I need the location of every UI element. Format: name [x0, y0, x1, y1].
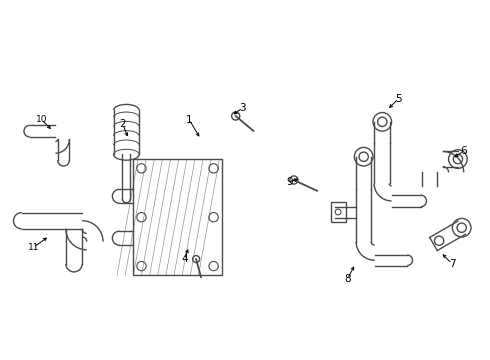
Text: 10: 10	[36, 115, 47, 124]
Text: 4: 4	[181, 254, 188, 264]
Text: 5: 5	[395, 94, 402, 104]
Text: 8: 8	[344, 274, 351, 284]
Text: 1: 1	[186, 114, 193, 125]
Text: 6: 6	[461, 146, 467, 156]
Text: 3: 3	[239, 103, 246, 113]
Bar	[133, 159, 222, 275]
Bar	[331, 202, 345, 222]
Text: 11: 11	[27, 243, 39, 252]
Text: 2: 2	[120, 119, 126, 129]
Text: 7: 7	[449, 259, 455, 269]
Text: 9: 9	[286, 177, 293, 187]
